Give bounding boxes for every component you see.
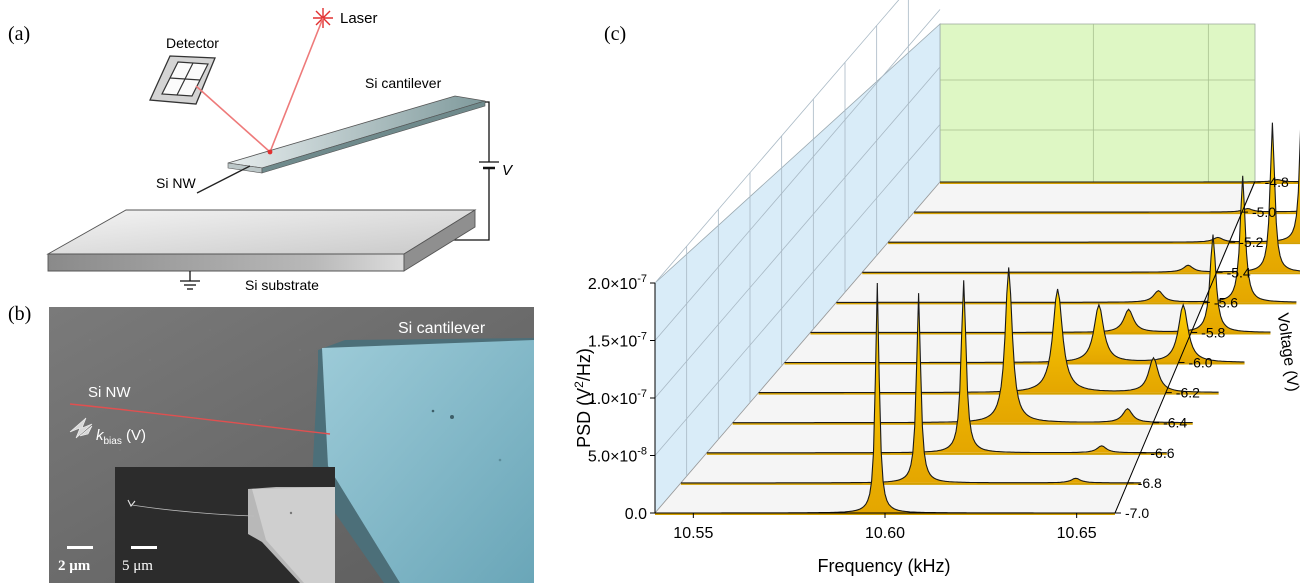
- scale-main-label: 2 μm: [58, 558, 91, 574]
- k-subscript: bias: [104, 436, 122, 447]
- laser-beam-incident: [269, 17, 324, 153]
- y-tick-mantissa: 5.0×10: [588, 449, 637, 466]
- panel-b-label: (b): [8, 303, 31, 325]
- z-tick-label: -5.8: [1201, 324, 1225, 340]
- spectra-waterfall: [655, 122, 1300, 515]
- y-tick-mantissa: 1.5×10: [588, 334, 637, 351]
- z-tick-label: -4.8: [1265, 174, 1289, 190]
- z-tick-label: -5.4: [1227, 264, 1251, 280]
- z-tick-label: -7.0: [1125, 505, 1149, 521]
- z-tick-label: -5.6: [1214, 294, 1238, 310]
- side-wall-gridline: [654, 124, 941, 456]
- y-tick-label: 0.0: [625, 506, 647, 523]
- y-tick-exponent: -8: [637, 446, 647, 458]
- spectrum-line--5.8: [810, 234, 1271, 333]
- laser-beam-reflected: [195, 85, 271, 153]
- sem-cantilever: [312, 338, 534, 583]
- y-axis-title-main: PSD (V: [574, 388, 594, 448]
- spectrum-line--4.8: [940, 179, 1300, 183]
- cantilever-label: Si cantilever: [365, 75, 442, 91]
- panel-a-schematic: (a) Laser Detector Si cantilever Si NW: [8, 8, 514, 293]
- z-tick-label: -6.2: [1176, 385, 1200, 401]
- k-bias-label: kbias (V): [96, 427, 146, 447]
- y-tick-label: 5.0×10-8: [588, 446, 647, 466]
- bias-circuit: [440, 101, 499, 241]
- x-axis: 10.55 10.60 10.65: [655, 512, 1115, 542]
- y-tick-exponent: -7: [637, 273, 647, 285]
- side-wall-gridline: [654, 66, 941, 399]
- z-tick-label: -6.8: [1138, 475, 1162, 491]
- panel-c-chart: (c) 0.05.0×10-81.0×10-71.5×10-72.0×10-7 …: [572, 0, 1300, 576]
- spectrum-base--6.2: [758, 392, 1219, 395]
- sem-inset: [115, 467, 335, 583]
- z-tick-label: -5.0: [1252, 204, 1276, 220]
- z-axis-line: [1114, 181, 1256, 514]
- y-tick-mantissa: 2.0×10: [588, 276, 637, 293]
- y-axis-title-sup: 2: [572, 381, 586, 388]
- spectrum-base--5.8: [810, 332, 1271, 335]
- spectrum-base--5.6: [836, 302, 1297, 305]
- z-axis-title: Voltage (V): [1274, 312, 1300, 393]
- z-tick-label: -5.2: [1239, 234, 1263, 250]
- z-axis: -7.0 -6.8 -6.6 -6.4 -6.2 -6.0 -5.8 -5.6 -5.4 -5.2…: [1114, 174, 1289, 521]
- spectrum-base--6.6: [706, 452, 1167, 455]
- y-tick-label: 2.0×10-7: [588, 273, 647, 293]
- side-wall-gridline: [654, 0, 900, 284]
- laser-label: Laser: [340, 10, 378, 27]
- spectrum-line--5.6: [836, 175, 1297, 303]
- spectrum-fill--6.0: [784, 304, 1245, 363]
- x-tick-label: 10.65: [1057, 525, 1097, 542]
- substrate-label: Si substrate: [245, 277, 319, 293]
- back-wall: [939, 23, 1256, 183]
- y-tick-exponent: -7: [637, 388, 647, 400]
- k-symbol: k: [96, 427, 105, 444]
- y-tick-mantissa: 1.0×10: [588, 391, 637, 408]
- sem-cantilever-label: Si cantilever: [398, 320, 486, 337]
- y-tick-mantissa: 0.0: [625, 506, 647, 523]
- spectrum-base--6.8: [680, 482, 1141, 485]
- ground-icon: [180, 271, 200, 290]
- y-axis-title-tail: /Hz): [574, 348, 594, 381]
- sem-nanowire-label: Si NW: [88, 384, 131, 401]
- sem-nanowire: [69, 403, 331, 435]
- k-bias-arrow-icon: [69, 417, 93, 439]
- voltage-label: V: [502, 162, 514, 179]
- z-tick-label: -6.4: [1163, 415, 1187, 431]
- nanowire-label: Si NW: [156, 175, 196, 191]
- spectrum-line--6.2: [758, 288, 1219, 394]
- spectrum-fill--5.6: [836, 175, 1297, 303]
- y-axis-title: PSD (V2/Hz): [572, 348, 594, 448]
- nanowire-line: [196, 165, 251, 194]
- z-tick-label: -6.6: [1150, 445, 1174, 461]
- spectrum-line--6.6: [706, 280, 1167, 454]
- detector-label: Detector: [166, 35, 219, 51]
- scale-bar-inset: 5 μm: [122, 546, 157, 574]
- y-tick-label: 1.5×10-7: [588, 331, 647, 351]
- x-tick-label: 10.55: [673, 525, 713, 542]
- x-axis-title: Frequency (kHz): [817, 556, 950, 576]
- z-tick-label: -6.0: [1188, 355, 1212, 371]
- panel-a-label: (a): [8, 23, 30, 45]
- side-wall-gridline: [654, 9, 941, 341]
- k-suffix: (V): [122, 427, 146, 444]
- laser-spot: [267, 149, 273, 155]
- scale-inset-label: 5 μm: [122, 558, 153, 574]
- substrate-shape: [46, 209, 477, 272]
- spectrum-line--6.8: [680, 293, 1141, 484]
- scale-bar-main: 2 μm: [58, 546, 93, 574]
- detector-icon: [149, 55, 216, 105]
- x-tick-label: 10.60: [865, 525, 905, 542]
- cantilever-shape: [227, 95, 486, 174]
- y-tick-exponent: -7: [637, 331, 647, 343]
- wall-grid: [654, 0, 1255, 477]
- y-axis: 0.05.0×10-81.0×10-71.5×10-72.0×10-7: [588, 273, 656, 523]
- panel-b-sem: (b) Si cantilever Si NW kbias (V): [8, 303, 534, 583]
- y-tick-label: 1.0×10-7: [588, 388, 647, 408]
- sem-texture: [89, 329, 301, 451]
- panel-c-label: (c): [604, 23, 626, 45]
